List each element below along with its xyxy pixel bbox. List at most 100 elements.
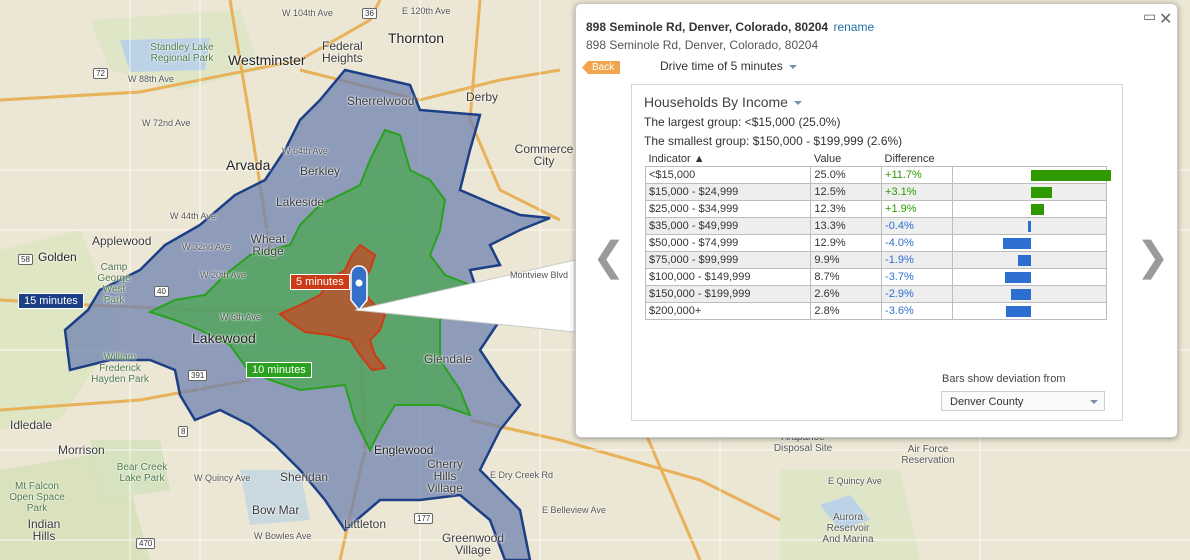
previous-arrow-icon[interactable]: ❮	[592, 235, 626, 279]
value-cell: 12.9%	[810, 234, 883, 252]
map-street: W 32nd Ave	[182, 242, 231, 252]
col-header-indicator[interactable]: Indicator ▲	[648, 153, 705, 165]
map-label-greenwood-village: Greenwood Village	[441, 531, 505, 557]
map-label-golden: Golden	[38, 250, 77, 264]
value-cell: 2.8%	[810, 302, 883, 320]
map-label-bear-creek: Bear Creek Lake Park	[116, 462, 168, 484]
value-cell: 13.3%	[810, 217, 883, 235]
indicator-cell: $200,000+	[644, 302, 812, 320]
map-street: E Quincy Ave	[828, 476, 882, 486]
indicator-cell: $15,000 - $24,999	[644, 183, 812, 201]
difference-cell: +1.9%	[881, 200, 953, 218]
map-label-applewood: Applewood	[92, 234, 152, 248]
table-row: $150,000 - $199,999 2.6% -2.9%	[644, 285, 1108, 303]
smallest-group-text: The smallest group: $150,000 - $199,999 …	[644, 134, 903, 148]
table-row: $15,000 - $24,999 12.5% +3.1%	[644, 183, 1108, 201]
map-street: E 120th Ave	[402, 6, 451, 16]
difference-cell: -3.6%	[881, 302, 953, 320]
difference-cell: +3.1%	[881, 183, 953, 201]
value-cell: 9.9%	[810, 251, 883, 269]
map-label-commerce-city: Commerce City	[514, 142, 574, 168]
map-street: W 88th Ave	[128, 74, 174, 84]
difference-cell: -1.9%	[881, 251, 953, 269]
close-icon[interactable]: ✕	[1159, 11, 1173, 28]
table-row: $100,000 - $149,999 8.7% -3.7%	[644, 268, 1108, 286]
rename-link[interactable]: rename	[833, 20, 875, 34]
highway-shield: 8	[178, 426, 189, 437]
deviation-bar-cell	[951, 268, 1108, 286]
map-label-littleton: Littleton	[344, 517, 387, 531]
indicator-cell: $75,000 - $99,999	[644, 251, 812, 269]
deviation-bar	[1030, 204, 1044, 215]
table-row: $200,000+ 2.8% -3.6%	[644, 302, 1108, 320]
info-popup: 898 Seminole Rd, Denver, Colorado, 80204…	[575, 3, 1178, 438]
value-cell: 25.0%	[810, 166, 883, 184]
map-label-thornton: Thornton	[388, 30, 445, 46]
map-street: E Dry Creek Rd	[490, 470, 554, 480]
map-street: W 20th Ave	[200, 270, 246, 280]
map-label-derby: Derby	[466, 90, 499, 104]
chevron-down-icon	[793, 101, 802, 106]
map-label-wheat-ridge: Wheat Ridge	[250, 232, 286, 258]
table-row: $25,000 - $34,999 12.3% +1.9%	[644, 200, 1108, 218]
deviation-bar-cell	[951, 200, 1108, 218]
map-label-indian-hills: Indian Hills	[27, 517, 61, 543]
compare-area-value: Denver County	[950, 396, 1024, 408]
indicator-cell: $35,000 - $49,999	[644, 217, 812, 235]
indicator-cell: $150,000 - $199,999	[644, 285, 812, 303]
minimize-icon[interactable]: ▭	[1143, 8, 1157, 24]
indicator-cell: $25,000 - $34,999	[644, 200, 812, 218]
map-label-berkley: Berkley	[300, 164, 341, 178]
highway-shield: 177	[414, 513, 434, 524]
card-title-dropdown[interactable]: Households By Income	[644, 94, 802, 110]
col-header-difference[interactable]: Difference	[884, 153, 935, 165]
col-header-value[interactable]: Value	[813, 153, 842, 165]
map-label-arvada: Arvada	[226, 157, 271, 173]
map-label-air-force: Air Force Reservation	[901, 444, 955, 466]
value-cell: 2.6%	[810, 285, 883, 303]
infographic-card: Households By Income The largest group: …	[631, 84, 1123, 421]
map-street: W Bowles Ave	[254, 531, 312, 541]
map-label-sherrelwood: Sherrelwood	[347, 94, 415, 108]
next-arrow-icon[interactable]: ❯	[1136, 235, 1170, 279]
deviation-bar-cell	[951, 302, 1108, 320]
difference-cell: -3.7%	[881, 268, 953, 286]
back-button[interactable]: Back	[582, 61, 620, 74]
largest-group-text: The largest group: <$15,000 (25.0%)	[644, 115, 841, 129]
highway-shield: 58	[18, 254, 33, 265]
map-label-idledale: Idledale	[10, 418, 53, 432]
difference-cell: -0.4%	[881, 217, 953, 235]
value-cell: 8.7%	[810, 268, 883, 286]
map-label-standley-lake: Standley Lake Regional Park	[150, 42, 214, 64]
table-row: $50,000 - $74,999 12.9% -4.0%	[644, 234, 1108, 252]
drive-time-tag-10[interactable]: 10 minutes	[246, 362, 312, 378]
deviation-bar	[1003, 238, 1031, 249]
compare-area-select[interactable]: Denver County	[941, 391, 1105, 411]
drive-time-tag-15[interactable]: 15 minutes	[18, 293, 84, 309]
map-street: W 72nd Ave	[142, 118, 191, 128]
map-street: W 64th Ave	[282, 146, 328, 156]
deviation-bar-cell	[951, 285, 1108, 303]
popup-title: 898 Seminole Rd, Denver, Colorado, 80204…	[586, 20, 874, 34]
map-street: W 6th Ave	[220, 312, 261, 322]
indicator-cell: $100,000 - $149,999	[644, 268, 812, 286]
map-street: W 104th Ave	[282, 8, 333, 18]
difference-cell: -4.0%	[881, 234, 953, 252]
deviation-bar-cell	[951, 251, 1108, 269]
map-label-sheridan: Sheridan	[280, 470, 329, 484]
map-label-westminster: Westminster	[228, 52, 306, 68]
drive-time-dropdown[interactable]: Drive time of 5 minutes	[660, 59, 797, 73]
value-cell: 12.3%	[810, 200, 883, 218]
deviation-bar-cell	[951, 217, 1108, 235]
map-label-glendale: Glendale	[424, 352, 473, 366]
difference-cell: -2.9%	[881, 285, 953, 303]
indicator-cell: $50,000 - $74,999	[644, 234, 812, 252]
highway-shield: 470	[136, 538, 156, 549]
map-label-morrison: Morrison	[58, 443, 105, 457]
deviation-bar	[1005, 272, 1031, 283]
highway-shield: 36	[362, 8, 377, 19]
indicator-cell: <$15,000	[644, 166, 812, 184]
value-cell: 12.5%	[810, 183, 883, 201]
map-label-hayden-park: William Frederick Hayden Park	[91, 352, 149, 385]
drive-time-tag-5[interactable]: 5 minutes	[290, 274, 350, 290]
